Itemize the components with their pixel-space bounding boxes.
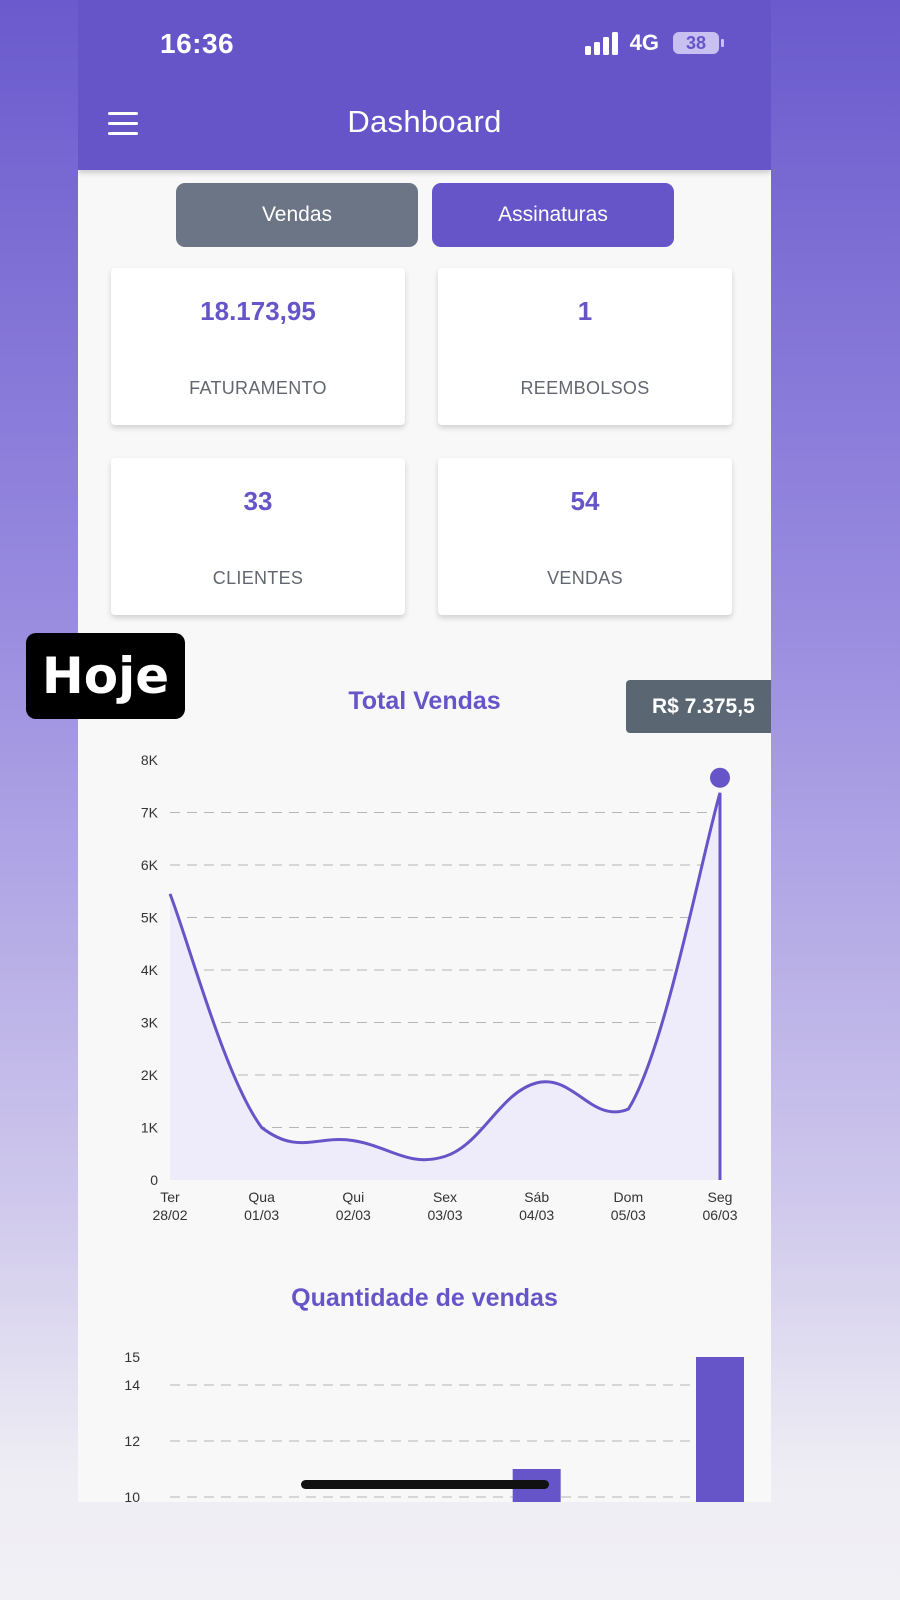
page-title: Dashboard <box>347 104 502 139</box>
card-value: 33 <box>243 486 273 516</box>
tab-vendas[interactable]: Vendas <box>176 183 418 247</box>
tab-assinaturas[interactable]: Assinaturas <box>432 183 674 247</box>
y-tick-label: 1K <box>141 1120 159 1136</box>
card-value: 1 <box>577 296 593 326</box>
y-tick-label: 10 <box>124 1489 140 1502</box>
card-value: 54 <box>570 486 600 516</box>
y-tick-label: 2K <box>141 1067 159 1083</box>
x-tick-label: 01/03 <box>244 1207 279 1223</box>
highlighted-point <box>710 767 730 788</box>
chart-title-total-vendas: Total Vendas <box>348 687 501 715</box>
y-tick-label: 0 <box>150 1172 158 1188</box>
card-clientes: 33 CLIENTES <box>111 458 405 615</box>
signal-icon <box>584 31 618 55</box>
card-label: REEMBOLSOS <box>520 378 650 398</box>
status-indicators: 4G 38 <box>584 30 724 56</box>
x-tick-label: 03/03 <box>427 1207 462 1223</box>
x-tick-label: Sex <box>433 1189 457 1205</box>
x-tick-label: 02/03 <box>336 1207 371 1223</box>
x-tick-label: Ter <box>160 1189 180 1205</box>
card-reembolsos: 1 REEMBOLSOS <box>438 268 732 425</box>
bar-chart[interactable]: 10 12 14 15 <box>78 1312 771 1502</box>
y-tick-label: 15 <box>124 1349 140 1365</box>
x-tick-label: Qui <box>342 1189 364 1205</box>
line-chart[interactable]: 0 1K 2K 3K 4K 5K 6K 7K 8K Ter 28/02 Qua 01/03 Qui 02/0… <box>78 740 771 1240</box>
home-indicator <box>301 1480 549 1489</box>
app-screen: 16:36 4G 38 Dashboard Vendas Assinaturas… <box>78 0 771 1502</box>
card-label: FATURAMENTO <box>189 378 327 398</box>
network-type: 4G <box>629 30 659 55</box>
app-header: 16:36 4G 38 Dashboard <box>78 0 771 170</box>
area-fill <box>170 792 720 1180</box>
y-tick-label: 7K <box>141 805 159 821</box>
x-tick-label: 05/03 <box>611 1207 646 1223</box>
y-tick-label: 4K <box>141 962 159 978</box>
x-tick-label: Dom <box>614 1189 644 1205</box>
card-label: VENDAS <box>547 568 623 588</box>
x-tick-label: 04/03 <box>519 1207 554 1223</box>
y-tick-label: 5K <box>141 910 159 926</box>
chart-tooltip: R$ 7.375,5 <box>626 680 771 733</box>
y-tick-label: 8K <box>141 752 159 768</box>
x-tick-label: 06/03 <box>702 1207 737 1223</box>
x-tick-label: 28/02 <box>152 1207 187 1223</box>
card-value: 18.173,95 <box>200 296 316 326</box>
x-tick-label: Seg <box>708 1189 733 1205</box>
card-label: CLIENTES <box>212 568 304 588</box>
card-vendas: 54 VENDAS <box>438 458 732 615</box>
chart-title-quantidade: Quantidade de vendas <box>291 1284 558 1312</box>
battery-icon: 38 <box>673 32 724 54</box>
series-line <box>168 792 722 1162</box>
x-tick-label: Sáb <box>524 1189 549 1205</box>
y-tick-label: 6K <box>141 857 159 873</box>
menu-button[interactable] <box>108 112 140 136</box>
y-tick-label: 12 <box>124 1433 140 1449</box>
y-tick-label: 3K <box>141 1015 159 1031</box>
status-time: 16:36 <box>160 28 235 59</box>
x-tick-label: Qua <box>248 1189 275 1205</box>
hoje-badge: Hoje <box>26 633 185 719</box>
y-tick-label: 14 <box>124 1377 140 1393</box>
bar-7 <box>696 1357 744 1502</box>
card-faturamento: 18.173,95 FATURAMENTO <box>111 268 405 425</box>
